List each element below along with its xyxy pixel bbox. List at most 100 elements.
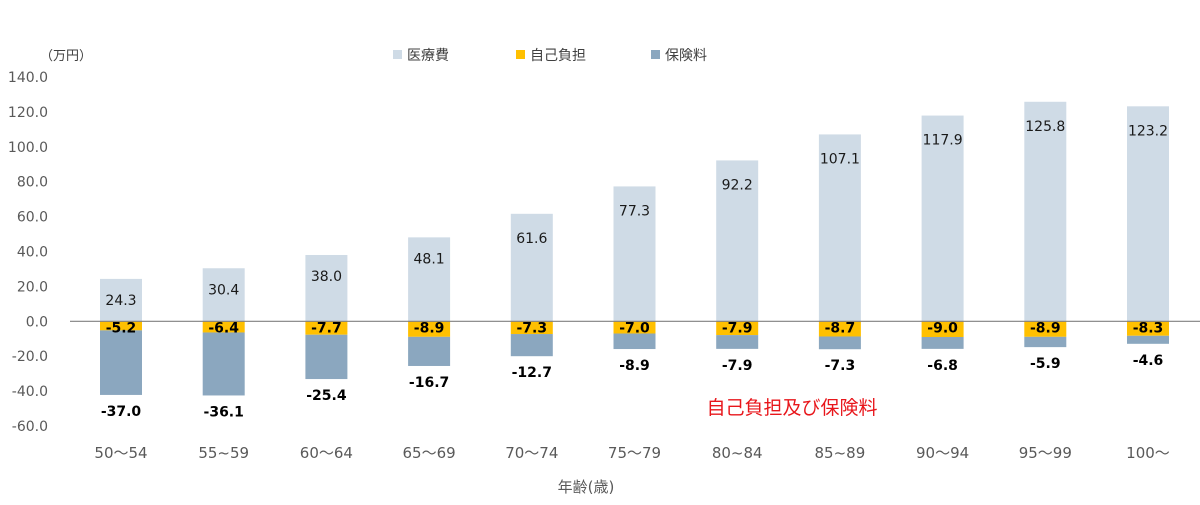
label-self-burden: -6.4 [208, 320, 239, 336]
bar-self-burden [1024, 321, 1067, 337]
label-self-burden: -7.0 [619, 320, 650, 336]
y-tick-label: 80.0 [17, 175, 48, 191]
label-self-burden: -8.3 [1133, 320, 1164, 336]
bar-medical-cost [408, 237, 451, 322]
bar-premium [921, 337, 964, 349]
bar-premium [100, 330, 142, 395]
x-tick-label: 50～54 [94, 444, 147, 462]
legend-swatch [651, 50, 660, 59]
annotation-text: 自己負担及び保険料 [706, 397, 877, 419]
legend-label: 保険料 [665, 48, 707, 64]
x-tick-label: 55~59 [198, 444, 249, 462]
bar-medical-cost [716, 160, 759, 322]
y-tick-label: 60.0 [17, 210, 48, 226]
label-premium: -8.9 [619, 358, 650, 374]
label-premium: -4.6 [1133, 353, 1164, 369]
bar-premium [1024, 336, 1067, 348]
bar-medical-cost [921, 115, 964, 322]
bar-medical-cost [305, 254, 348, 322]
x-tick-label: 65～69 [403, 444, 456, 462]
label-self-burden: -8.9 [414, 320, 445, 336]
y-tick-label: 40.0 [17, 245, 48, 261]
label-medical-cost: 38.0 [311, 269, 342, 285]
x-axis: 50～54 55~59 60～64 65～69 70～74 75～79 80~84 85~89… [94, 444, 1169, 462]
x-tick-label: 70～74 [505, 444, 558, 462]
bar-premium [613, 333, 656, 350]
legend-swatch [393, 50, 402, 59]
y-tick-label: -40.0 [12, 384, 48, 400]
label-self-burden: -8.9 [1030, 320, 1061, 336]
bar-premium [1127, 335, 1169, 344]
y-tick-label: 140.0 [8, 70, 48, 86]
bar-premium [408, 336, 451, 366]
bar-self-burden [818, 321, 861, 337]
x-tick-label: 75～79 [608, 444, 661, 462]
label-premium: -16.7 [409, 375, 449, 391]
label-medical-cost: 77.3 [619, 203, 650, 219]
label-premium: -37.0 [101, 404, 142, 420]
label-medical-cost: 92.2 [722, 177, 753, 193]
bar-premium [818, 336, 861, 350]
x-tick-label: 85~89 [815, 444, 866, 462]
y-tick-label: 0.0 [26, 314, 48, 330]
bar-medical-cost [1127, 106, 1169, 322]
label-medical-cost: 30.4 [208, 282, 239, 298]
y-axis: 140.0 120.0 100.0 80.0 60.0 40.0 20.0 0.0 -20.0 -… [8, 70, 48, 435]
bar-self-burden [510, 321, 553, 335]
bar-premium [510, 334, 553, 357]
label-medical-cost: 48.1 [414, 251, 445, 267]
bar-self-burden [1127, 321, 1169, 336]
unit-label: （万円） [40, 49, 92, 64]
bar-medical-cost [613, 186, 656, 322]
x-tick-label: 90～94 [916, 444, 969, 462]
legend-swatch [516, 50, 525, 59]
label-self-burden: -9.0 [927, 320, 958, 336]
bar-medical-cost [510, 213, 553, 322]
bar-self-burden [305, 321, 348, 335]
legend-label: 自己負担 [530, 48, 586, 64]
label-medical-cost: 24.3 [105, 293, 136, 309]
label-medical-cost: 117.9 [923, 133, 963, 149]
bar-medical-cost [818, 134, 861, 322]
label-premium: -36.1 [204, 404, 244, 420]
bar-self-burden [921, 321, 964, 338]
bar-premium [202, 332, 245, 396]
x-tick-label: 95～99 [1019, 444, 1072, 462]
label-medical-cost: 123.2 [1128, 123, 1168, 139]
label-self-burden: -8.7 [825, 320, 856, 336]
y-tick-label: 20.0 [17, 279, 48, 295]
label-self-burden: -7.7 [311, 320, 342, 336]
bar-medical-cost [202, 268, 245, 322]
bar-premium [305, 334, 348, 380]
label-premium: -12.7 [512, 365, 552, 381]
label-premium: -6.8 [927, 358, 958, 374]
x-tick-label: 100～ [1126, 444, 1170, 462]
label-premium: -7.9 [722, 358, 753, 374]
bar-premium [716, 335, 759, 349]
legend-label: 医療費 [407, 47, 449, 64]
data-labels: 24.3 -5.2 -37.0 30.4 -6.4 -36.1 38.0 -7.7 -25.4 4… [101, 119, 1168, 421]
y-tick-label: 100.0 [8, 140, 48, 156]
y-tick-label: -60.0 [12, 419, 48, 435]
x-axis-title: 年齢(歳) [558, 478, 615, 496]
label-medical-cost: 61.6 [516, 231, 547, 247]
label-premium: -25.4 [306, 388, 347, 404]
bar-self-burden [613, 321, 656, 334]
label-medical-cost: 125.8 [1025, 119, 1065, 135]
legend: 医療費 自己負担 保険料 [393, 47, 707, 64]
y-tick-label: -20.0 [12, 349, 48, 365]
label-premium: -7.3 [825, 358, 856, 374]
bar-medical-cost [1024, 101, 1067, 322]
label-self-burden: -7.3 [516, 320, 547, 336]
bar-self-burden [408, 321, 451, 337]
bar-self-burden [100, 321, 142, 331]
bar-self-burden [202, 321, 245, 333]
label-self-burden: -7.9 [722, 320, 753, 336]
bar-self-burden [716, 321, 759, 336]
bar-medical-cost [100, 278, 142, 322]
x-tick-label: 60～64 [300, 444, 353, 462]
x-tick-label: 80~84 [712, 444, 763, 462]
label-premium: -5.9 [1030, 356, 1061, 372]
label-self-burden: -5.2 [106, 320, 137, 336]
